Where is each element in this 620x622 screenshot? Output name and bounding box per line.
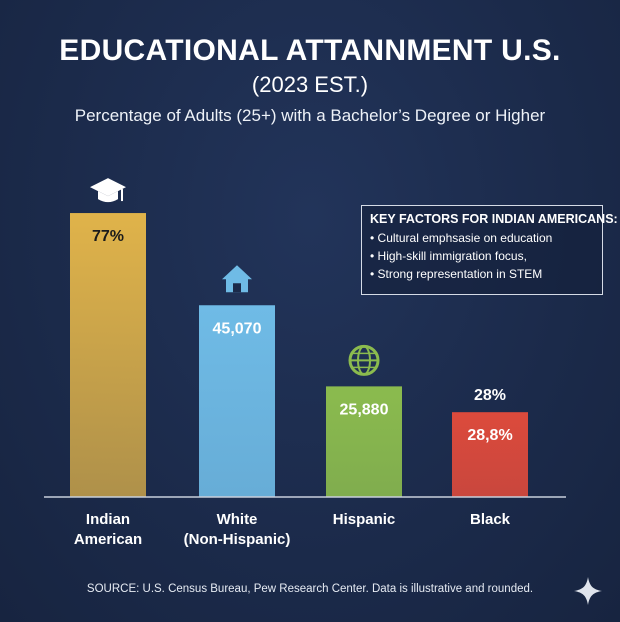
key-factors-title: KEY FACTORS FOR INDIAN AMERICANS: (370, 212, 618, 226)
bar-chart: 77% Indian American 45,070 White (Non-Hispani… (44, 178, 566, 548)
globe-icon (348, 344, 380, 376)
bar-2 (199, 305, 275, 497)
key-factor-item: Strong representation in STEM (370, 265, 594, 283)
bar-4 (452, 412, 528, 497)
bar-3 (326, 386, 402, 497)
category-label: White (217, 511, 258, 528)
category-label: Hispanic (333, 511, 396, 528)
category-label: Black (470, 511, 511, 528)
graduation-cap-icon (90, 178, 126, 203)
key-factor-item: High-skill immigration focus, (370, 247, 594, 265)
category-label: (Non-Hispanic) (184, 531, 291, 548)
chart-subtitle: (2023 EST.) (251, 72, 369, 97)
category-label: American (74, 531, 142, 548)
category-label: Indian (86, 511, 130, 528)
key-factors-box: KEY FACTORS FOR INDIAN AMERICANS: Cultur… (361, 205, 618, 295)
bar-value-label: 28,8% (467, 427, 512, 444)
chart-title: EDUCATIONAL ATTANNMENT U.S. (59, 34, 561, 67)
chart-description: Percentage of Adults (25+) with a Bachel… (74, 106, 546, 125)
bar-1 (70, 213, 146, 497)
sparkle-icon (574, 577, 602, 605)
bar-value-label: 45,070 (213, 320, 262, 337)
source-note: SOURCE: U.S. Census Bureau, Pew Research… (86, 583, 534, 595)
bar-top-label: 28% (474, 387, 506, 404)
key-factor-item: Cultural emphsasie on education (370, 229, 594, 247)
house-icon (222, 265, 252, 293)
bar-value-label: 77% (92, 228, 124, 245)
bar-value-label: 25,880 (340, 401, 389, 418)
